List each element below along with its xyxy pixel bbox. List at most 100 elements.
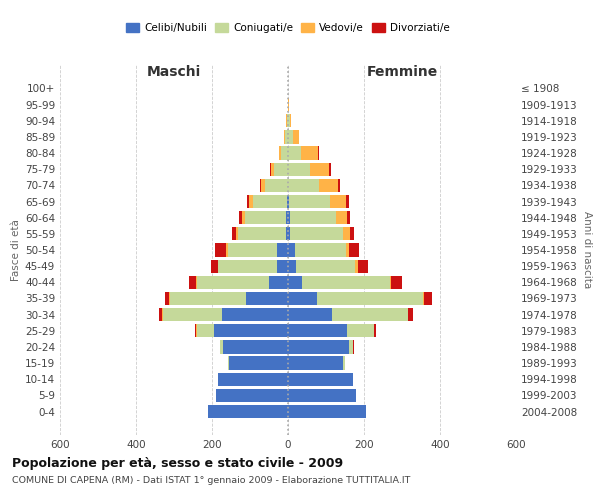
Bar — [288, 276, 302, 289]
Bar — [288, 308, 332, 321]
Bar — [189, 276, 196, 289]
Bar — [223, 340, 288, 353]
Text: Femmine: Femmine — [367, 66, 437, 80]
Bar — [277, 244, 288, 256]
Bar — [336, 211, 347, 224]
Bar — [281, 146, 288, 160]
Bar — [288, 244, 295, 256]
Bar — [390, 276, 391, 289]
Y-axis label: Anni di nascita: Anni di nascita — [582, 212, 592, 288]
Bar — [288, 162, 310, 176]
Bar — [236, 227, 238, 240]
Bar — [288, 260, 296, 273]
Bar — [296, 260, 355, 273]
Y-axis label: Fasce di età: Fasce di età — [11, 219, 21, 281]
Bar — [271, 162, 274, 176]
Bar — [249, 195, 253, 208]
Bar — [288, 130, 293, 143]
Bar — [288, 292, 317, 305]
Bar — [302, 276, 390, 289]
Bar — [349, 244, 359, 256]
Bar — [288, 227, 290, 240]
Bar — [338, 179, 340, 192]
Bar — [287, 195, 288, 208]
Legend: Celibi/Nubili, Coniugati/e, Vedovi/e, Divorziati/e: Celibi/Nubili, Coniugati/e, Vedovi/e, Di… — [122, 18, 454, 37]
Bar — [288, 114, 290, 128]
Bar — [346, 244, 349, 256]
Bar — [226, 244, 228, 256]
Bar — [391, 276, 402, 289]
Bar — [332, 308, 408, 321]
Bar — [285, 130, 288, 143]
Bar — [242, 211, 245, 224]
Bar — [408, 308, 409, 321]
Text: COMUNE DI CAPENA (RM) - Dati ISTAT 1° gennaio 2009 - Elaborazione TUTTITALIA.IT: COMUNE DI CAPENA (RM) - Dati ISTAT 1° ge… — [12, 476, 410, 485]
Bar — [220, 340, 223, 353]
Bar — [218, 372, 288, 386]
Bar — [215, 244, 226, 256]
Bar — [286, 211, 288, 224]
Bar — [247, 195, 249, 208]
Bar — [253, 195, 287, 208]
Bar — [288, 356, 343, 370]
Bar — [208, 405, 288, 418]
Bar — [286, 227, 288, 240]
Bar — [170, 292, 246, 305]
Bar — [329, 162, 331, 176]
Bar — [274, 162, 288, 176]
Bar — [343, 356, 344, 370]
Bar — [288, 389, 356, 402]
Bar — [245, 211, 286, 224]
Bar — [159, 308, 162, 321]
Bar — [358, 260, 368, 273]
Bar — [169, 292, 170, 305]
Bar — [319, 179, 338, 192]
Bar — [218, 260, 277, 273]
Bar — [293, 130, 299, 143]
Bar — [284, 130, 285, 143]
Bar — [288, 324, 347, 338]
Bar — [350, 227, 354, 240]
Bar — [197, 324, 214, 338]
Bar — [195, 324, 196, 338]
Bar — [347, 324, 373, 338]
Bar — [260, 179, 262, 192]
Bar — [238, 227, 286, 240]
Bar — [301, 146, 319, 160]
Bar — [288, 146, 301, 160]
Bar — [163, 308, 221, 321]
Bar — [346, 195, 349, 208]
Bar — [288, 179, 319, 192]
Bar — [211, 260, 218, 273]
Bar — [288, 195, 289, 208]
Bar — [269, 276, 288, 289]
Bar — [277, 260, 288, 273]
Bar — [310, 162, 329, 176]
Bar — [423, 292, 424, 305]
Bar — [216, 389, 288, 402]
Bar — [228, 356, 229, 370]
Bar — [317, 292, 423, 305]
Bar — [295, 244, 346, 256]
Bar — [239, 211, 242, 224]
Bar — [330, 195, 346, 208]
Bar — [288, 372, 353, 386]
Bar — [355, 260, 358, 273]
Bar — [246, 292, 288, 305]
Bar — [197, 276, 269, 289]
Bar — [232, 227, 236, 240]
Bar — [265, 179, 288, 192]
Bar — [262, 179, 265, 192]
Bar — [347, 211, 350, 224]
Bar — [349, 340, 353, 353]
Bar — [228, 244, 277, 256]
Bar — [290, 227, 343, 240]
Text: Popolazione per età, sesso e stato civile - 2009: Popolazione per età, sesso e stato civil… — [12, 458, 343, 470]
Bar — [287, 114, 288, 128]
Bar — [409, 308, 413, 321]
Bar — [289, 195, 330, 208]
Bar — [288, 211, 290, 224]
Bar — [424, 292, 432, 305]
Bar — [290, 211, 336, 224]
Bar — [288, 340, 349, 353]
